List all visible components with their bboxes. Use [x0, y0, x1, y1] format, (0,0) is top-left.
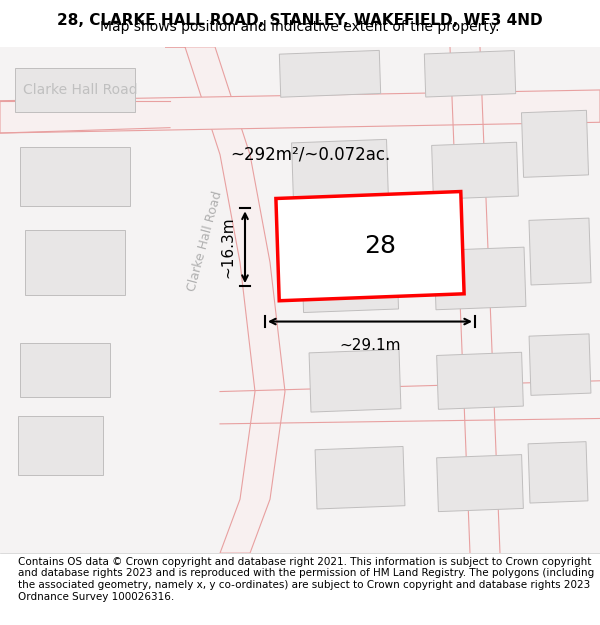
- Polygon shape: [0, 90, 600, 133]
- Polygon shape: [431, 142, 518, 199]
- Polygon shape: [437, 352, 523, 409]
- Polygon shape: [280, 51, 380, 98]
- Polygon shape: [309, 349, 401, 412]
- Polygon shape: [25, 230, 125, 294]
- Polygon shape: [15, 68, 135, 111]
- Text: ~29.1m: ~29.1m: [339, 338, 401, 352]
- Polygon shape: [521, 110, 589, 178]
- Text: ~292m²/~0.072ac.: ~292m²/~0.072ac.: [230, 146, 390, 164]
- Text: 28: 28: [364, 234, 396, 258]
- Polygon shape: [437, 454, 523, 512]
- Text: Map shows position and indicative extent of the property.: Map shows position and indicative extent…: [100, 20, 500, 34]
- Polygon shape: [20, 146, 130, 206]
- Polygon shape: [434, 247, 526, 310]
- Polygon shape: [276, 191, 464, 301]
- Polygon shape: [301, 244, 398, 312]
- Text: Clarke Hall Road: Clarke Hall Road: [185, 189, 224, 292]
- Polygon shape: [424, 51, 515, 97]
- Text: Clarke Hall Road: Clarke Hall Road: [23, 83, 137, 97]
- Polygon shape: [529, 218, 591, 285]
- Polygon shape: [20, 343, 110, 397]
- Text: 28, CLARKE HALL ROAD, STANLEY, WAKEFIELD, WF3 4ND: 28, CLARKE HALL ROAD, STANLEY, WAKEFIELD…: [57, 13, 543, 28]
- Polygon shape: [528, 442, 588, 503]
- Polygon shape: [529, 334, 591, 396]
- Text: ~16.3m: ~16.3m: [220, 216, 235, 278]
- Polygon shape: [17, 416, 103, 475]
- Polygon shape: [292, 139, 388, 202]
- Polygon shape: [165, 47, 285, 553]
- Text: Contains OS data © Crown copyright and database right 2021. This information is : Contains OS data © Crown copyright and d…: [18, 557, 594, 601]
- Polygon shape: [315, 446, 405, 509]
